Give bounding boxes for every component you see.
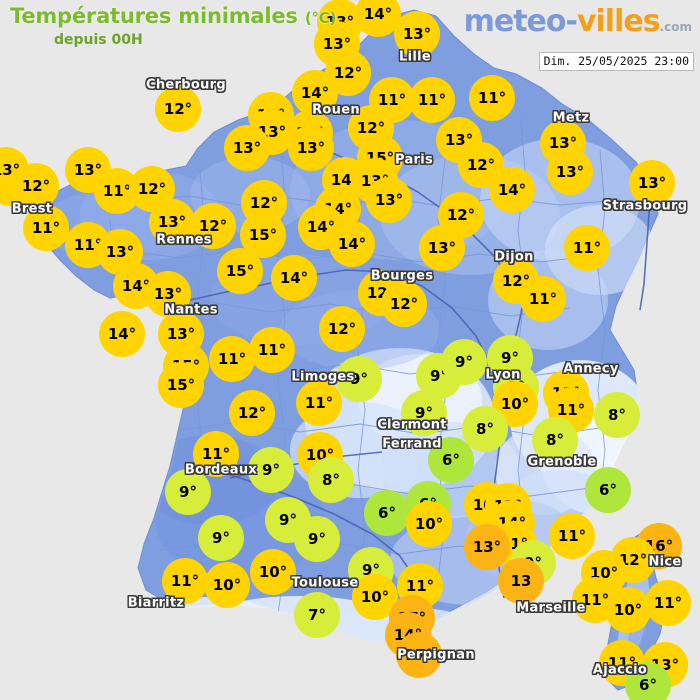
temperature-marker: 11° (409, 77, 455, 123)
logo-tld-text: .com (659, 20, 692, 34)
temperature-marker: 14° (292, 70, 338, 116)
temperature-marker: 13° (65, 147, 111, 193)
temperature-marker: 13° (629, 160, 675, 206)
city-label: Rouen (312, 102, 360, 118)
temperature-marker: 9° (198, 515, 244, 561)
temperature-marker: 15° (217, 248, 263, 294)
temperature-marker: 13° (145, 271, 191, 317)
temperature-marker: 13° (288, 125, 334, 171)
temperature-marker: 11° (209, 336, 255, 382)
temperature-marker: 6° (428, 437, 474, 483)
city-label: Bourges (370, 268, 434, 284)
temperature-marker: 8° (462, 406, 508, 452)
temperature-marker: 15° (158, 362, 204, 408)
city-label: Cherbourg (146, 77, 226, 93)
temperature-marker: 11° (549, 513, 595, 559)
temperature-marker: 11° (162, 558, 208, 604)
temperature-marker: 12° (229, 390, 275, 436)
city-label: Marseille (516, 600, 586, 616)
city-label: Lille (399, 49, 431, 65)
temperature-marker: 13° (464, 524, 510, 570)
city-label: Dijon (494, 249, 534, 265)
temperature-marker: 13° (547, 149, 593, 195)
city-label: Ajaccio (592, 662, 648, 678)
city-label: Lyon (485, 367, 521, 383)
temperature-marker: 9° (294, 516, 340, 562)
city-label: Brest (11, 201, 53, 217)
temperature-marker: 13° (394, 11, 440, 57)
temperature-marker: 7° (294, 592, 340, 638)
page-subtitle: depuis 00H (54, 32, 143, 48)
temperature-marker: 10° (406, 501, 452, 547)
temperature-marker: 11° (193, 431, 239, 477)
temperature-marker: 13° (366, 177, 412, 223)
temperature-marker: 12° (319, 306, 365, 352)
city-label: Nantes (164, 302, 218, 318)
temperature-marker: 6° (364, 490, 410, 536)
page-title-text: Températures minimales (10, 4, 298, 28)
city-label: Metz (552, 110, 590, 126)
city-label: Ferrand (382, 436, 442, 452)
temperature-marker: 13° (149, 199, 195, 245)
temperature-marker: 10° (605, 587, 651, 633)
temperature-marker: 6° (585, 467, 631, 513)
city-label: Clermont (377, 417, 447, 433)
city-label: Strasbourg (602, 198, 688, 214)
temperature-marker: 11° (520, 276, 566, 322)
city-label: Toulouse (291, 575, 359, 591)
temperature-marker: 13° (224, 125, 270, 171)
temperature-marker: 13° (419, 225, 465, 271)
temperature-marker: 14° (355, 0, 401, 37)
temperature-marker: 11° (645, 580, 691, 626)
temperature-marker: 11° (296, 380, 342, 426)
temperature-marker: 14° (329, 221, 375, 267)
temperature-marker: 6° (625, 662, 671, 700)
temperature-marker: 9° (401, 390, 447, 436)
city-label: Bordeaux (184, 462, 258, 478)
city-label: Nice (648, 554, 682, 570)
temperature-marker: 11° (23, 205, 69, 251)
site-logo[interactable]: meteo-villes.com (464, 4, 692, 39)
city-label: Grenoble (527, 454, 597, 470)
temperature-marker: 12° (381, 281, 427, 327)
temperature-marker: 11° (564, 225, 610, 271)
temperature-marker: 9° (336, 356, 382, 402)
temperature-marker: 10° (250, 549, 296, 595)
timestamp-badge: Dim. 25/05/2025 23:00 (538, 52, 694, 71)
title-block: Températures minimales (°C) depuis 00H (10, 4, 336, 48)
temperature-marker: 12° (155, 86, 201, 132)
temperature-marker: 11° (599, 640, 645, 686)
temperature-marker: 8° (532, 417, 578, 463)
temperature-marker: 14° (271, 255, 317, 301)
city-label: Rennes (156, 232, 212, 248)
temperature-marker: 10° (204, 562, 250, 608)
temperature-marker: 17° (396, 632, 442, 678)
temperature-marker: 13 (498, 558, 544, 604)
temperature-marker: 14° (99, 311, 145, 357)
temperature-marker: 8° (594, 392, 640, 438)
temperature-marker: 8° (308, 457, 354, 503)
temperature-marker: 10° (352, 574, 398, 620)
city-label: Annecy (563, 361, 619, 377)
city-label: Limoges (291, 369, 355, 385)
temperature-marker: 14° (489, 167, 535, 213)
temperature-marker: 11° (469, 75, 515, 121)
page-title: Températures minimales (°C) (10, 4, 336, 28)
temperature-marker: 11° (249, 327, 295, 373)
temperature-marker: 9° (165, 469, 211, 515)
temperature-marker: 12° (458, 142, 504, 188)
temperature-marker: 9° (441, 339, 487, 385)
temperature-marker: 12° (190, 203, 236, 249)
page-title-unit: (°C) (304, 9, 337, 27)
temperature-marker: 12° (13, 163, 59, 209)
city-label: Perpignan (397, 647, 475, 663)
logo-villes-text: villes (576, 4, 661, 39)
city-label: Paris (394, 152, 434, 168)
logo-meteo-text: meteo- (463, 4, 578, 39)
temperature-marker: 9° (248, 447, 294, 493)
city-label: Biarritz (127, 595, 185, 611)
